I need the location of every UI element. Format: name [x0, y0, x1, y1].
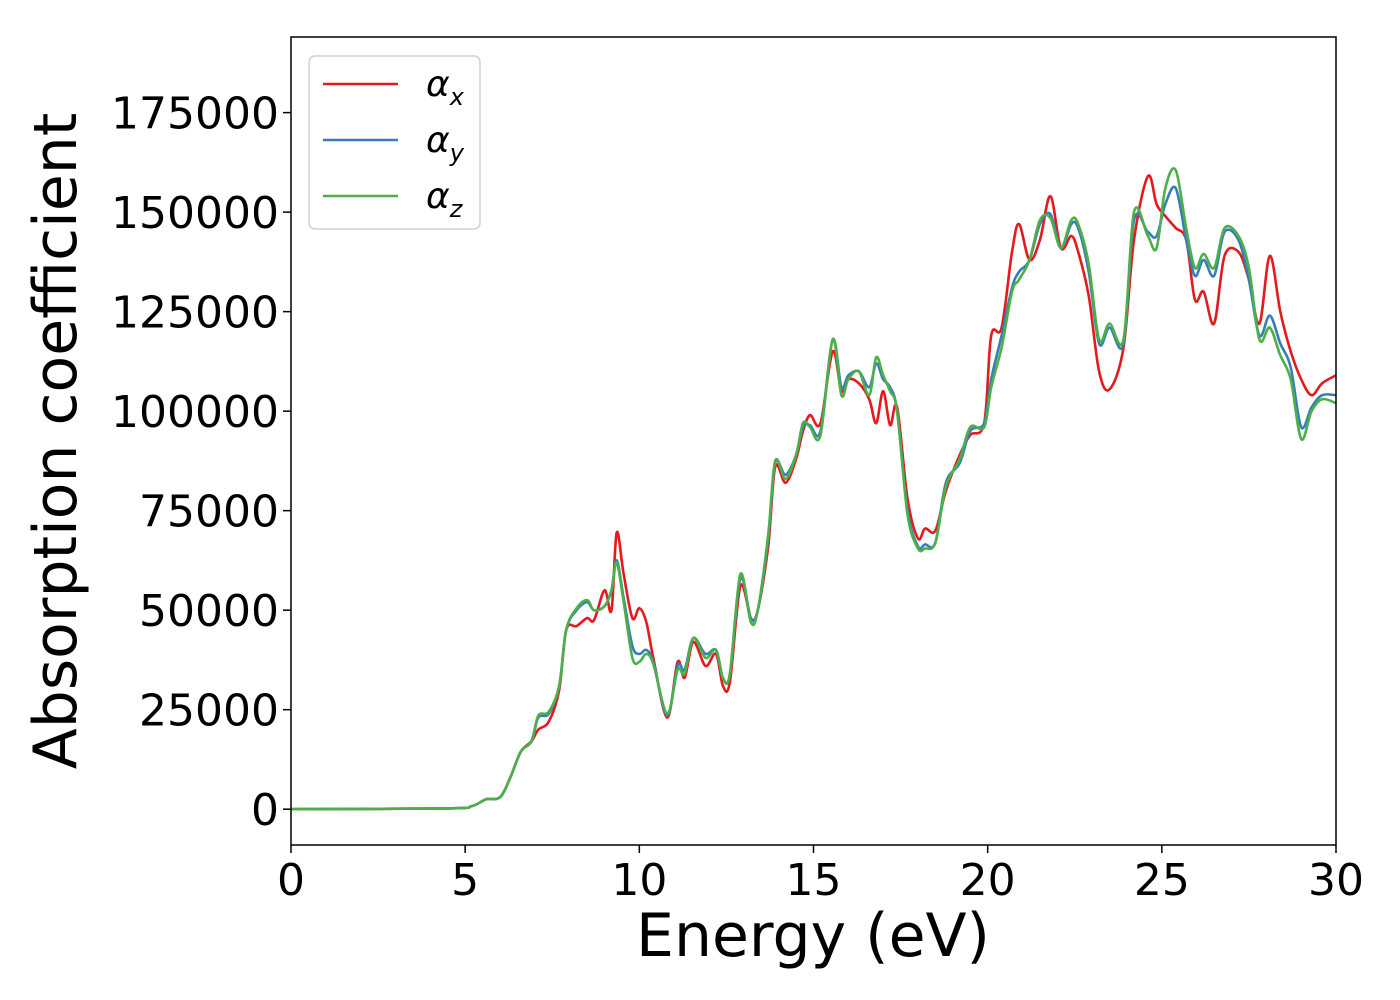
y-tick-label: 150000 — [111, 188, 279, 239]
x-axis-ticks: 0 5 10 15 20 25 30 — [277, 845, 1364, 906]
legend-subscript: x — [449, 83, 465, 111]
x-tick-label: 15 — [786, 855, 842, 906]
legend-label-alpha-y: αy — [426, 120, 465, 167]
y-tick-label: 0 — [251, 785, 279, 836]
y-tick-label: 25000 — [139, 686, 279, 737]
series-line-alpha-z — [291, 167, 1336, 811]
legend-symbol: α — [426, 120, 450, 161]
legend-symbol: α — [426, 176, 450, 217]
legend-subscript: y — [449, 139, 465, 167]
y-tick-label: 100000 — [111, 387, 279, 438]
y-tick-label: 175000 — [111, 89, 279, 140]
y-tick-label: 75000 — [139, 487, 279, 538]
x-axis-title: Energy (eV) — [636, 901, 990, 971]
x-tick-label: 30 — [1308, 855, 1364, 906]
x-tick-label: 25 — [1134, 855, 1190, 906]
x-tick-label: 0 — [277, 855, 305, 906]
legend-symbol: α — [426, 64, 450, 105]
y-axis-ticks: 0 25000 50000 75000 100000 125000 150000 175000 — [111, 89, 291, 836]
y-tick-label: 50000 — [139, 586, 279, 637]
x-tick-label: 10 — [611, 855, 667, 906]
y-axis-title: Absorption coefficient — [21, 113, 91, 770]
y-tick-label: 125000 — [111, 288, 279, 339]
legend-label-alpha-z: αz — [426, 176, 464, 223]
series-layer — [291, 167, 1336, 811]
x-tick-label: 5 — [451, 855, 479, 906]
series-line-alpha-x — [291, 174, 1336, 811]
x-tick-label: 20 — [960, 855, 1016, 906]
legend-label-alpha-x: αx — [426, 64, 465, 111]
legend-box — [308, 55, 481, 230]
legend-subscript: z — [449, 195, 464, 223]
